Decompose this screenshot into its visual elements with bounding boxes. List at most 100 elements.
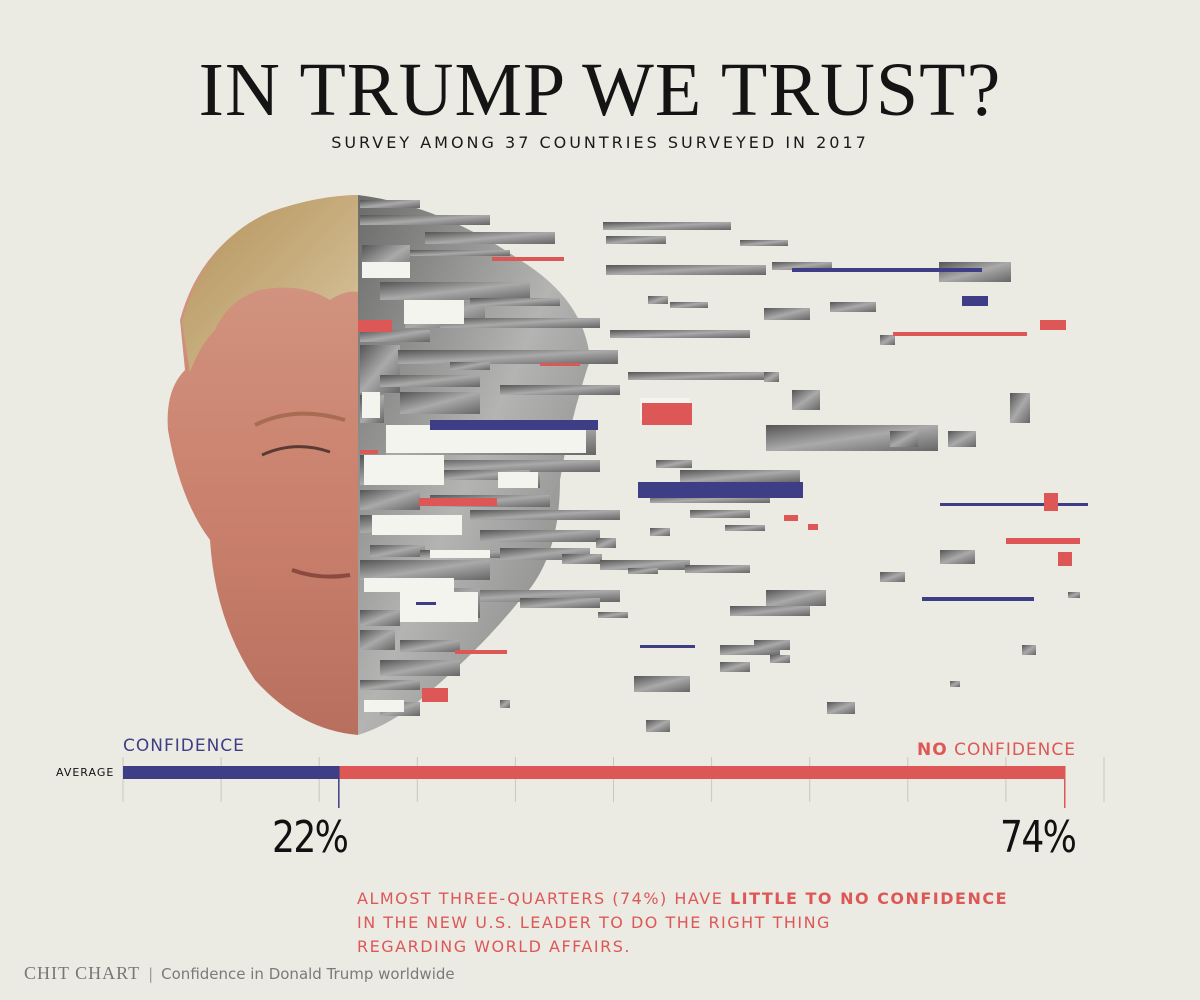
bar-no-confidence xyxy=(338,766,1065,779)
shred-red xyxy=(808,524,818,530)
shred-strip xyxy=(603,222,731,230)
shred-strip xyxy=(1010,393,1030,423)
shred-gap xyxy=(372,515,462,535)
shred-red xyxy=(1040,320,1066,330)
shred-strip xyxy=(680,470,800,482)
shred-strip xyxy=(500,700,510,708)
shred-strip xyxy=(480,530,600,542)
shred-strip xyxy=(730,606,810,616)
shred-strip xyxy=(890,431,918,447)
shred-red xyxy=(360,450,378,454)
shred-strip xyxy=(500,385,620,395)
shred-red xyxy=(358,320,392,332)
shred-strip xyxy=(380,282,530,300)
shred-strip xyxy=(764,308,810,320)
face-mouth xyxy=(291,568,351,579)
shred-strip xyxy=(398,350,618,364)
face-brow xyxy=(254,411,346,427)
shred-strip xyxy=(360,200,420,208)
page-subtitle: SURVEY AMONG 37 COUNTRIES SURVEYED IN 20… xyxy=(331,133,869,152)
shred-strip xyxy=(380,375,480,387)
shred-blue xyxy=(940,503,1088,506)
shred-red xyxy=(1058,552,1072,566)
shred-strip xyxy=(425,232,555,244)
data-label-confidence: 22% xyxy=(272,812,349,863)
shred-strip xyxy=(440,318,600,328)
face-eye xyxy=(261,445,331,457)
shred-strip xyxy=(830,302,876,312)
shred-strip xyxy=(772,262,832,270)
legend-confidence: CONFIDENCE xyxy=(123,736,245,756)
shred-strip xyxy=(360,610,400,626)
shred-strip xyxy=(1068,592,1080,598)
shred-strip xyxy=(770,655,790,663)
bar-confidence xyxy=(123,766,339,779)
shred-gap xyxy=(362,262,410,278)
shred-strip xyxy=(880,335,895,345)
shred-strip xyxy=(740,240,788,246)
shred-strip xyxy=(827,702,855,714)
shred-strip xyxy=(650,495,770,503)
shred-strip xyxy=(670,302,708,308)
shred-blue xyxy=(922,597,1034,601)
shred-red xyxy=(1006,538,1080,544)
shred-strip xyxy=(656,460,692,468)
shred-blue xyxy=(792,268,982,272)
shred-strip xyxy=(650,528,670,536)
shred-strip xyxy=(764,372,779,382)
shred-blue xyxy=(638,482,803,498)
brand-logo: CHIT CHART xyxy=(24,963,141,983)
shred-strip xyxy=(440,470,530,480)
shred-strip xyxy=(880,572,905,582)
legend-no-confidence: NO CONFIDENCE xyxy=(917,740,1076,760)
annotation-line1-pre: ALMOST THREE-QUARTERS (74%) HAVE xyxy=(357,889,730,908)
shred-strip xyxy=(950,681,960,687)
shred-strip xyxy=(360,215,490,225)
footer-separator: | xyxy=(148,965,154,983)
shred-gap xyxy=(498,472,538,488)
shred-strip xyxy=(646,720,670,732)
shred-red xyxy=(540,363,580,366)
shred-strip xyxy=(754,640,790,650)
shred-strip xyxy=(360,330,430,342)
shred-gap xyxy=(400,592,478,622)
shred-strip xyxy=(1022,645,1036,655)
shred-strip xyxy=(720,662,750,672)
shred-strip xyxy=(948,431,976,447)
shred-strip xyxy=(562,554,602,564)
shred-gap xyxy=(404,300,464,324)
shred-strip xyxy=(628,568,658,574)
shred-strip xyxy=(606,265,766,275)
shred-red xyxy=(1044,493,1058,511)
legend-no-prefix: NO xyxy=(916,740,948,760)
shred-red xyxy=(784,515,798,521)
shred-gap xyxy=(430,550,490,558)
shred-strip xyxy=(792,390,820,410)
shred-blue xyxy=(962,296,988,306)
category-label-average: AVERAGE xyxy=(56,766,115,779)
shred-blue xyxy=(416,602,436,605)
shred-strip xyxy=(596,538,616,548)
shred-red xyxy=(893,332,1027,336)
shred-strip xyxy=(598,612,628,618)
shred-strip xyxy=(380,660,460,676)
shred-gap xyxy=(364,455,444,485)
shred-strip xyxy=(400,640,460,652)
shred-strip xyxy=(400,392,480,414)
shred-strip xyxy=(648,296,668,304)
annotation-line1-bold: LITTLE TO NO CONFIDENCE xyxy=(729,889,1009,908)
shred-gap xyxy=(364,578,454,592)
shred-red xyxy=(455,650,507,654)
shred-strip xyxy=(685,565,750,573)
shred-strip xyxy=(940,550,975,564)
shred-blue xyxy=(430,420,598,430)
shred-strip xyxy=(690,510,750,518)
shred-strip xyxy=(606,236,666,244)
shred-red xyxy=(422,688,448,702)
shred-strip xyxy=(450,362,490,370)
shred-strip xyxy=(520,598,600,608)
legend-no-suffix: CONFIDENCE xyxy=(947,740,1076,760)
data-label-no-confidence: 74% xyxy=(1000,812,1077,863)
footer-caption: Confidence in Donald Trump worldwide xyxy=(161,965,455,983)
